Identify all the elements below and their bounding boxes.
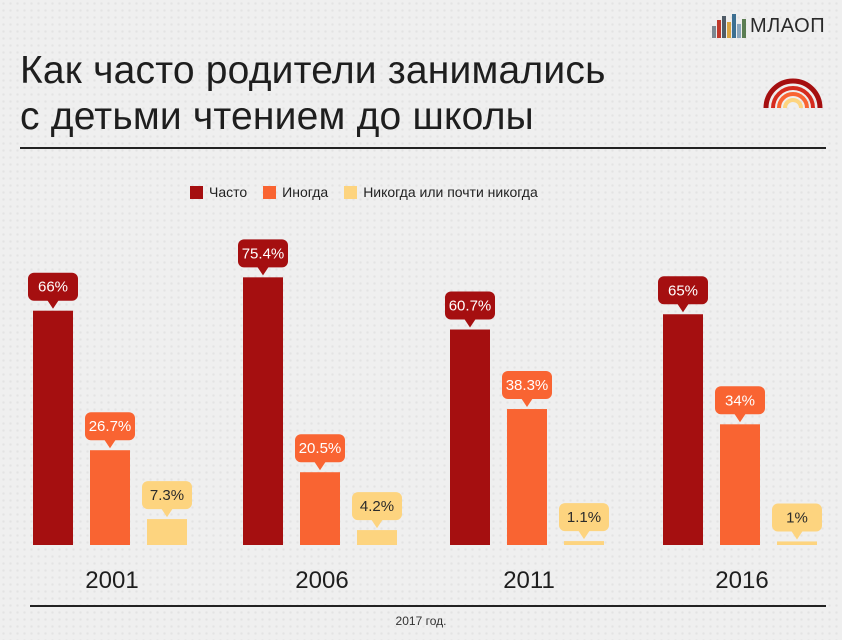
bar-often-2001 xyxy=(33,310,73,545)
data-label-pointer-often-2006 xyxy=(257,266,269,276)
bar-often-2011 xyxy=(450,329,490,545)
data-label-often-2016: 65% xyxy=(668,282,698,299)
data-label-bubble-often-2011 xyxy=(445,291,495,320)
data-label-never-2006: 4.2% xyxy=(360,498,394,515)
chart-title: Как часто родители занимались с детьми ч… xyxy=(20,48,740,140)
x-tick-label-2001: 2001 xyxy=(85,567,138,594)
data-label-sometimes-2016: 34% xyxy=(725,392,755,409)
data-label-often-2011: 60.7% xyxy=(449,298,492,315)
bar-never-2011 xyxy=(564,541,604,545)
bar-never-2001 xyxy=(147,519,187,545)
bar-never-2006 xyxy=(357,530,397,545)
bar-often-2016 xyxy=(663,314,703,545)
data-label-pointer-often-2016 xyxy=(677,303,689,313)
title-line-2: с детьми чтением до школы xyxy=(20,95,534,138)
data-label-pointer-never-2011 xyxy=(578,530,590,540)
data-label-pointer-sometimes-2011 xyxy=(521,398,533,408)
bar-often-2006 xyxy=(243,277,283,545)
bar-sometimes-2001 xyxy=(90,450,130,545)
data-label-pointer-sometimes-2016 xyxy=(734,413,746,423)
bar-sometimes-2006 xyxy=(300,472,340,545)
logo: МЛАОП xyxy=(712,12,825,38)
data-label-sometimes-2006: 20.5% xyxy=(299,440,342,457)
data-label-pointer-never-2006 xyxy=(371,519,383,529)
data-label-sometimes-2011: 38.3% xyxy=(506,377,549,394)
logo-text: МЛАОП xyxy=(750,15,826,37)
data-label-pointer-sometimes-2001 xyxy=(104,439,116,449)
footer-year: 2017 год. xyxy=(395,614,447,628)
data-label-never-2016: 1% xyxy=(786,509,808,526)
data-label-bubble-sometimes-2011 xyxy=(502,371,552,400)
data-label-bubble-never-2006 xyxy=(352,492,402,521)
data-label-pointer-never-2001 xyxy=(161,508,173,518)
legend-label-often: Часто xyxy=(209,184,248,200)
data-label-bubble-often-2016 xyxy=(658,276,708,305)
data-label-bubble-never-2001 xyxy=(142,481,192,510)
bar-sometimes-2016 xyxy=(720,424,760,545)
rainbow-arc-icon xyxy=(763,78,823,109)
legend-swatch-sometimes xyxy=(263,185,277,199)
title-line-1: Как часто родители занимались xyxy=(20,49,606,92)
legend-item-sometimes: Иногда xyxy=(263,184,328,200)
data-label-sometimes-2001: 26.7% xyxy=(89,418,132,435)
data-label-often-2001: 66% xyxy=(38,279,68,296)
data-label-often-2006: 75.4% xyxy=(242,245,285,262)
legend-label-never: Никогда или почти никогда xyxy=(363,184,538,200)
legend-swatch-often xyxy=(190,185,203,199)
data-label-pointer-often-2001 xyxy=(47,299,59,309)
data-label-bubble-sometimes-2016 xyxy=(715,386,765,415)
baseline-divider xyxy=(30,605,826,607)
data-label-pointer-sometimes-2006 xyxy=(314,461,326,471)
legend: Часто Иногда Никогда или почти никогда xyxy=(190,184,554,200)
legend-item-never: Никогда или почти никогда xyxy=(344,184,538,200)
x-tick-label-2011: 2011 xyxy=(503,567,555,594)
legend-swatch-never xyxy=(344,185,358,199)
x-tick-label-2006: 2006 xyxy=(295,567,348,594)
data-label-bubble-never-2016 xyxy=(772,503,822,532)
title-divider xyxy=(20,147,826,149)
city-bars-icon xyxy=(712,14,746,38)
data-label-pointer-often-2011 xyxy=(464,318,476,328)
legend-item-often: Часто xyxy=(190,184,247,200)
bar-never-2016 xyxy=(777,541,817,545)
data-label-never-2011: 1.1% xyxy=(567,509,601,526)
data-label-bubble-sometimes-2006 xyxy=(295,434,345,463)
data-label-bubble-never-2011 xyxy=(559,503,609,532)
data-label-pointer-never-2016 xyxy=(791,530,803,540)
x-tick-label-2016: 2016 xyxy=(715,567,768,594)
data-label-bubble-often-2006 xyxy=(238,239,288,268)
data-label-bubble-often-2001 xyxy=(28,272,78,301)
data-label-bubble-sometimes-2001 xyxy=(85,412,135,441)
legend-label-sometimes: Иногда xyxy=(282,184,329,200)
bar-sometimes-2011 xyxy=(507,409,547,545)
data-label-never-2001: 7.3% xyxy=(150,487,184,504)
